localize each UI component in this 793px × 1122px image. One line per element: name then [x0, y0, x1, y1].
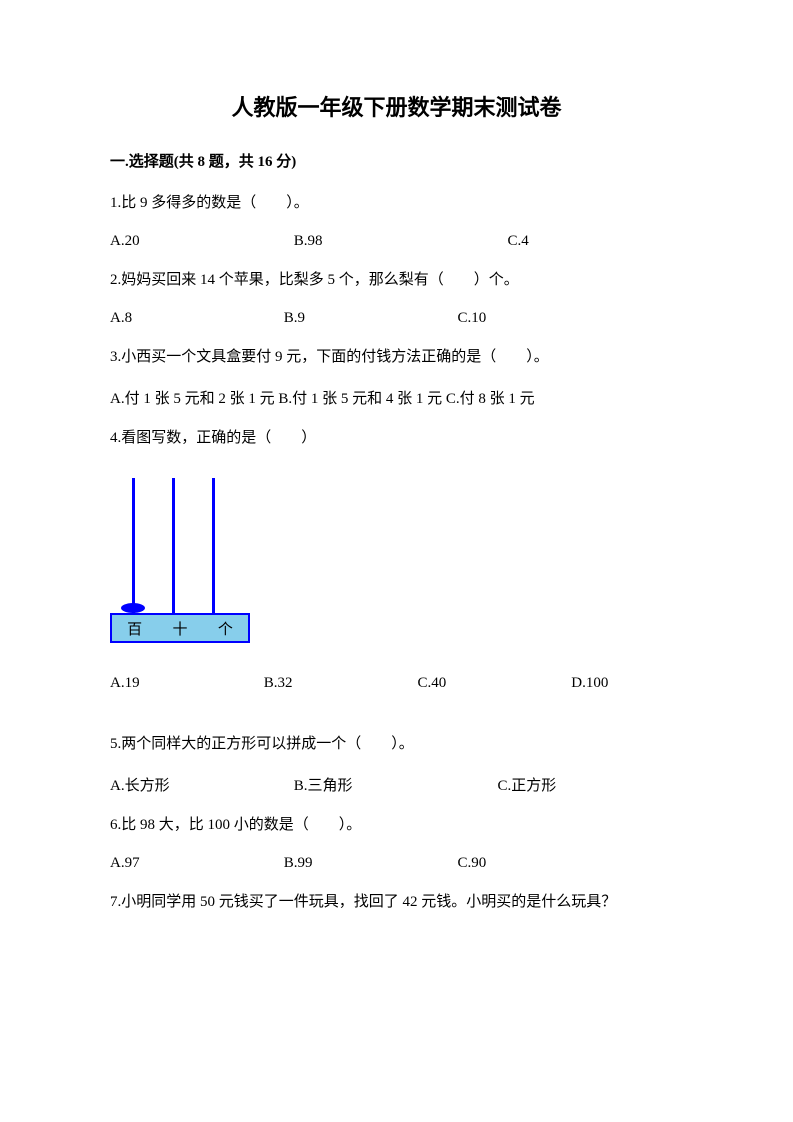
- q3-opt-a: A.付 1 张 5 元和 2 张 1 元: [110, 387, 275, 408]
- abacus-label: 个: [218, 618, 233, 639]
- abacus-rod: [212, 478, 215, 613]
- q4-opt-d: D.100: [571, 675, 671, 692]
- section-header: 一.选择题(共 8 题，共 16 分): [110, 150, 683, 171]
- abacus-label: 百: [127, 618, 142, 639]
- q3-opt-b: B.付 1 张 5 元和 4 张 1 元: [278, 387, 442, 408]
- question-2-text: 2.妈妈买回来 14 个苹果，比梨多 5 个，那么梨有（ ）个。: [110, 268, 683, 292]
- question-6-options: A.97 B.99 C.90: [110, 855, 683, 872]
- q2-opt-a: A.8: [110, 310, 280, 327]
- q4-opt-a: A.19: [110, 675, 260, 692]
- question-4-text: 4.看图写数，正确的是（ ）: [110, 426, 683, 450]
- q5-opt-c: C.正方形: [498, 774, 598, 795]
- question-1-text: 1.比 9 多得多的数是（ ）。: [110, 191, 683, 215]
- abacus-rod: [132, 478, 135, 613]
- q5-opt-a: A.长方形: [110, 774, 290, 795]
- q2-opt-c: C.10: [458, 310, 558, 327]
- page-title: 人教版一年级下册数学期末测试卷: [110, 90, 683, 122]
- abacus-diagram: 百十个: [110, 478, 250, 643]
- q4-opt-c: C.40: [418, 675, 568, 692]
- question-5-text: 5.两个同样大的正方形可以拼成一个（ ）。: [110, 732, 683, 756]
- q1-opt-c: C.4: [508, 233, 608, 250]
- q6-opt-a: A.97: [110, 855, 280, 872]
- abacus-rod: [172, 478, 175, 613]
- question-2-options: A.8 B.9 C.10: [110, 310, 683, 327]
- q6-opt-c: C.90: [458, 855, 558, 872]
- abacus-base: 百十个: [110, 613, 250, 643]
- question-7-text: 7.小明同学用 50 元钱买了一件玩具，找回了 42 元钱。小明买的是什么玩具？: [110, 890, 683, 914]
- question-5-options: A.长方形 B.三角形 C.正方形: [110, 774, 683, 795]
- abacus-bead: [121, 603, 145, 613]
- q5-opt-b: B.三角形: [294, 774, 494, 795]
- question-6-text: 6.比 98 大，比 100 小的数是（ ）。: [110, 813, 683, 837]
- abacus-label: 十: [172, 618, 187, 639]
- question-3-options: A.付 1 张 5 元和 2 张 1 元 B.付 1 张 5 元和 4 张 1 …: [110, 387, 683, 408]
- question-4-options: A.19 B.32 C.40 D.100: [110, 675, 683, 692]
- question-3-text: 3.小西买一个文具盒要付 9 元，下面的付钱方法正确的是（ ）。: [110, 345, 683, 369]
- q3-opt-c: C.付 8 张 1 元: [446, 387, 535, 408]
- q6-opt-b: B.99: [284, 855, 454, 872]
- q1-opt-b: B.98: [294, 233, 504, 250]
- q1-opt-a: A.20: [110, 233, 290, 250]
- question-1-options: A.20 B.98 C.4: [110, 233, 683, 250]
- q2-opt-b: B.9: [284, 310, 454, 327]
- q4-opt-b: B.32: [264, 675, 414, 692]
